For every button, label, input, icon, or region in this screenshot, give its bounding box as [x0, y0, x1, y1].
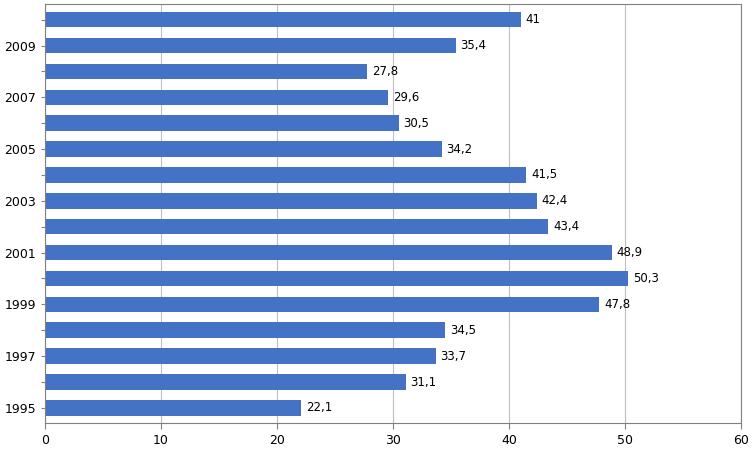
Bar — [45, 141, 442, 157]
Text: 34,5: 34,5 — [450, 324, 476, 337]
Bar — [45, 12, 520, 28]
Bar — [45, 245, 612, 260]
Bar — [45, 322, 445, 338]
Bar — [45, 219, 548, 235]
Bar — [45, 374, 406, 390]
Bar — [45, 193, 537, 209]
Text: 50,3: 50,3 — [633, 272, 659, 285]
Text: 22,1: 22,1 — [306, 401, 332, 414]
Text: 33,7: 33,7 — [441, 350, 467, 363]
Bar — [45, 38, 456, 53]
Bar — [45, 348, 436, 364]
Bar — [45, 271, 629, 286]
Text: 35,4: 35,4 — [460, 39, 486, 52]
Bar — [45, 64, 367, 79]
Text: 34,2: 34,2 — [447, 143, 472, 156]
Bar — [45, 90, 389, 105]
Text: 43,4: 43,4 — [553, 220, 579, 233]
Text: 48,9: 48,9 — [617, 246, 643, 259]
Bar — [45, 400, 301, 416]
Text: 31,1: 31,1 — [410, 376, 437, 388]
Text: 27,8: 27,8 — [372, 65, 398, 78]
Bar — [45, 115, 399, 131]
Text: 47,8: 47,8 — [604, 298, 630, 311]
Text: 41,5: 41,5 — [531, 169, 557, 181]
Text: 42,4: 42,4 — [541, 194, 568, 207]
Text: 30,5: 30,5 — [404, 117, 429, 130]
Bar — [45, 297, 599, 312]
Text: 41: 41 — [525, 13, 540, 26]
Text: 29,6: 29,6 — [393, 91, 419, 104]
Bar — [45, 167, 526, 183]
